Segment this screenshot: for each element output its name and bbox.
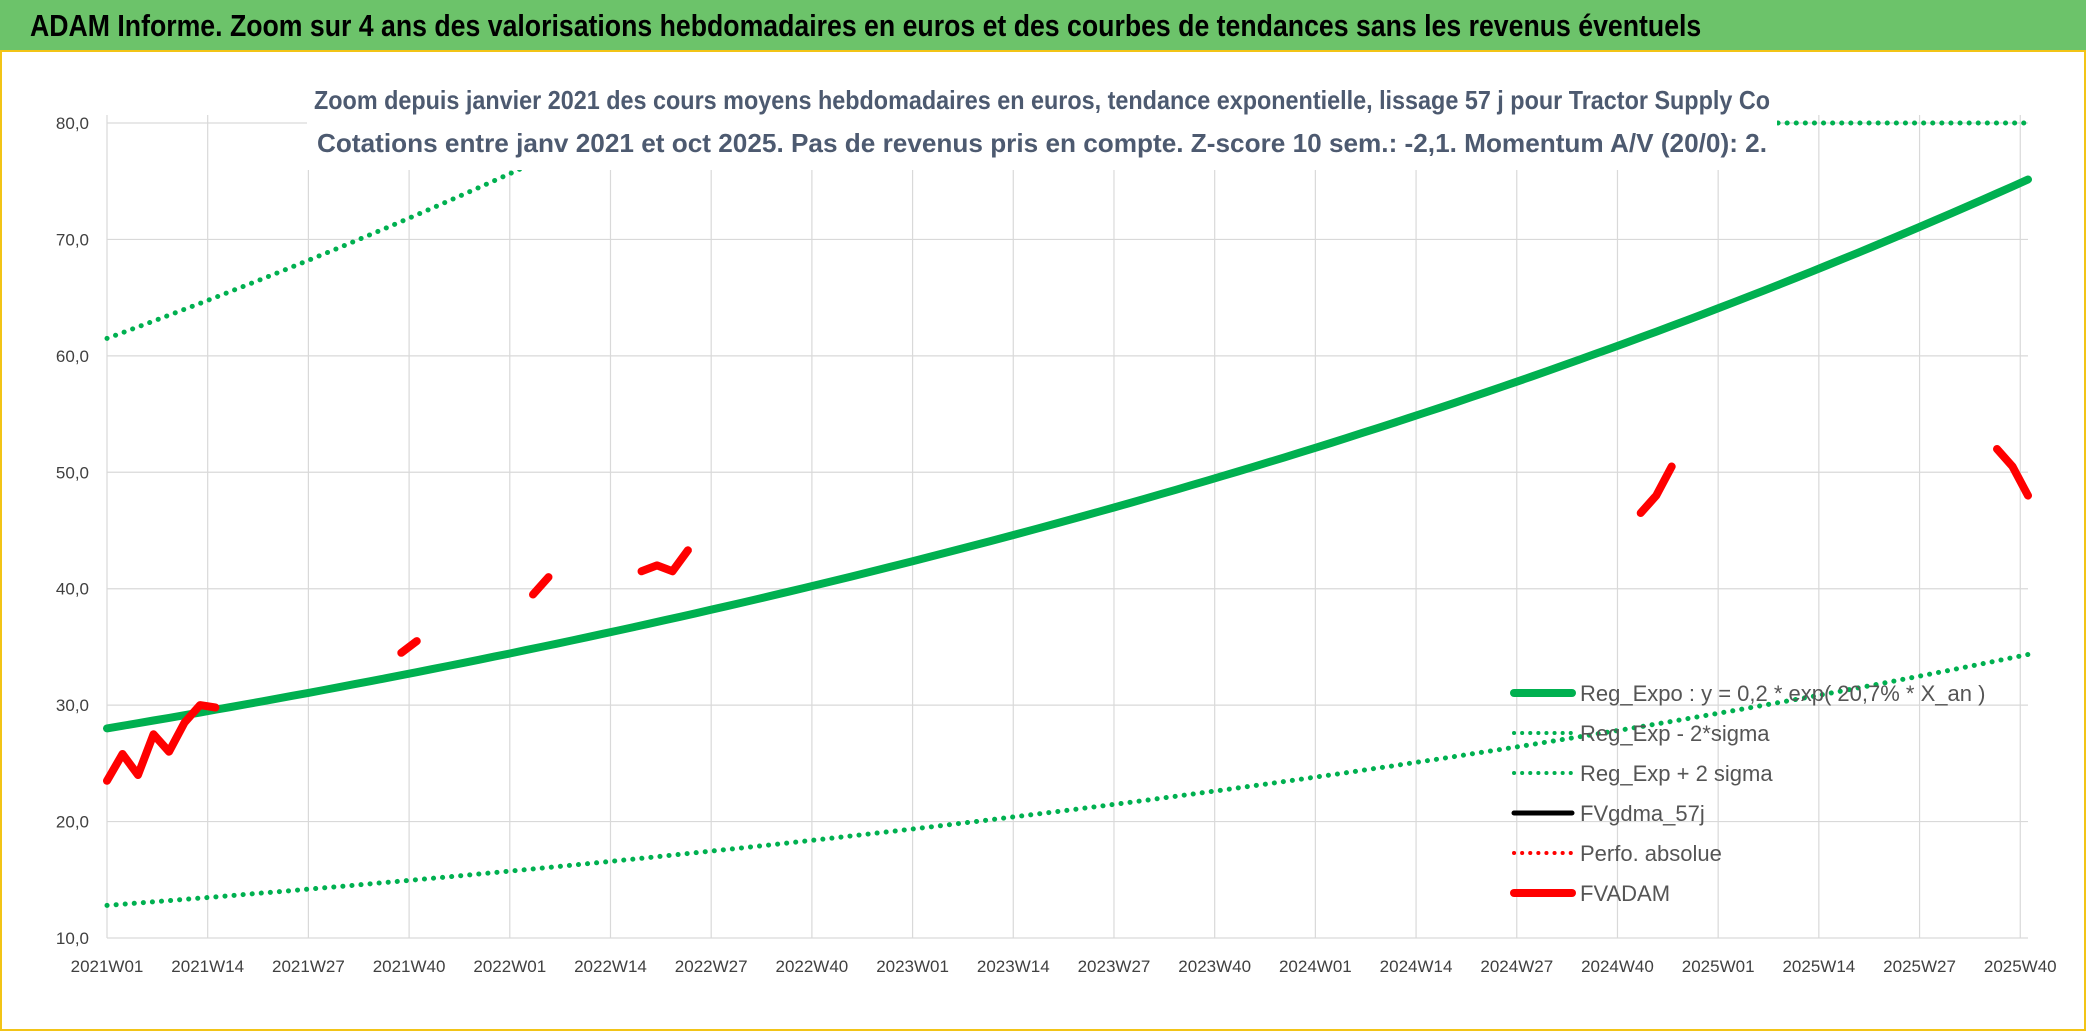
x-tick-label: 2021W27 [272, 957, 345, 976]
report-banner: ADAM Informe. Zoom sur 4 ans des valoris… [0, 0, 2086, 52]
y-tick-label: 40,0 [56, 580, 89, 599]
series-line-1 [104, 652, 2031, 908]
x-tick-label: 2025W27 [1883, 957, 1956, 976]
chart-subtitle: Cotations entre janv 2021 et oct 2025. P… [317, 128, 1767, 158]
x-tick-label: 2021W40 [373, 957, 446, 976]
x-tick-label: 2024W40 [1581, 957, 1654, 976]
x-tick-label: 2021W01 [71, 957, 144, 976]
y-tick-label: 80,0 [56, 114, 89, 133]
x-tick-label: 2024W01 [1279, 957, 1352, 976]
chart-frame: 10,0 20,0 30,0 40,0 50,0 60,0 70,0 80,0 2021W01 2… [0, 52, 2086, 1031]
y-tick-label: 10,0 [56, 929, 89, 948]
x-tick-label: 2025W01 [1682, 957, 1755, 976]
x-tick-label: 2023W14 [977, 957, 1050, 976]
chart-title-block: Zoom depuis janvier 2021 des cours moyen… [307, 84, 1777, 170]
x-tick-label: 2021W14 [171, 957, 244, 976]
report-title: ADAM Informe. Zoom sur 4 ans des valoris… [30, 8, 1702, 43]
y-tick-label: 30,0 [56, 696, 89, 715]
series-line-0 [103, 175, 2032, 733]
chart-title: Zoom depuis janvier 2021 des cours moyen… [314, 85, 1770, 115]
series-line-5 [397, 637, 421, 657]
x-tick-label: 2022W01 [473, 957, 546, 976]
trend-chart: 10,0 20,0 30,0 40,0 50,0 60,0 70,0 80,0 2021W01 2… [56, 84, 2057, 976]
x-tick-label: 2023W01 [876, 957, 949, 976]
x-tick-label: 2024W14 [1380, 957, 1453, 976]
series-layer [103, 120, 2032, 908]
x-tick-label: 2023W40 [1178, 957, 1251, 976]
y-tick-label: 60,0 [56, 347, 89, 366]
x-tick-label: 2024W27 [1480, 957, 1553, 976]
series-line-5 [1993, 445, 2032, 500]
legend-label-0: Reg_Expo : y = 0,2 * exp( 20,7% * X_an ) [1580, 681, 1985, 706]
series-line-2 [104, 120, 621, 341]
legend-label-4: Perfo. absolue [1580, 841, 1722, 866]
series-line-5 [637, 546, 692, 576]
legend-label-1: Reg_Exp - 2*sigma [1580, 721, 1770, 746]
x-tick-label: 2022W14 [574, 957, 647, 976]
chart-title-background [307, 84, 1777, 170]
x-tick-label: 2023W27 [1078, 957, 1151, 976]
x-tick-label: 2022W40 [775, 957, 848, 976]
y-tick-label: 50,0 [56, 463, 89, 482]
x-tick-label: 2025W14 [1782, 957, 1855, 976]
series-line-5 [1636, 462, 1676, 517]
legend-label-5: FVADAM [1580, 881, 1670, 906]
y-tick-label: 70,0 [56, 230, 89, 249]
legend-label-3: FVgdma_57j [1580, 801, 1705, 826]
legend-label-2: Reg_Exp + 2 sigma [1580, 761, 1773, 786]
x-tick-label: 2025W40 [1984, 957, 2057, 976]
grid-layer [106, 115, 2028, 939]
y-tick-label: 20,0 [56, 813, 89, 832]
axis-layer: 10,0 20,0 30,0 40,0 50,0 60,0 70,0 80,0 2021W01 2… [56, 114, 2057, 976]
x-tick-label: 2022W27 [675, 957, 748, 976]
series-line-5 [529, 573, 553, 599]
chart-legend: Reg_Expo : y = 0,2 * exp( 20,7% * X_an )… [1510, 681, 1985, 906]
series-line-5 [103, 701, 220, 785]
